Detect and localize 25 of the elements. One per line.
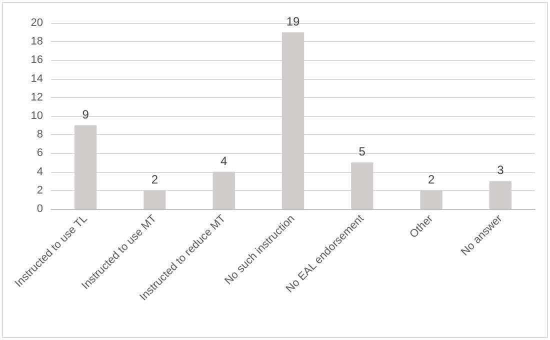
bar <box>74 125 97 209</box>
bar <box>420 190 442 209</box>
data-label: 2 <box>428 172 435 186</box>
y-tick-label: 0 <box>36 203 43 215</box>
bar <box>489 181 512 209</box>
data-label: 4 <box>220 154 228 168</box>
y-tick-label: 14 <box>30 72 43 85</box>
y-tick-label: 18 <box>30 36 43 48</box>
bar <box>282 32 304 209</box>
y-tick-label: 20 <box>30 17 43 29</box>
bar <box>351 162 374 209</box>
data-label: 2 <box>151 172 158 186</box>
data-label: 9 <box>82 107 90 122</box>
bar <box>212 172 235 209</box>
data-label: 5 <box>358 144 366 158</box>
y-tick-label: 4 <box>36 166 43 178</box>
data-label: 19 <box>286 14 300 28</box>
y-tick-label: 2 <box>36 184 43 196</box>
y-tick-label: 16 <box>30 54 43 66</box>
y-tick-label: 12 <box>30 91 43 104</box>
y-tick-label: 6 <box>36 147 43 160</box>
data-label: 3 <box>497 163 504 178</box>
bar <box>144 190 166 209</box>
y-tick-label: 8 <box>36 128 43 141</box>
y-tick-label: 10 <box>30 110 43 122</box>
